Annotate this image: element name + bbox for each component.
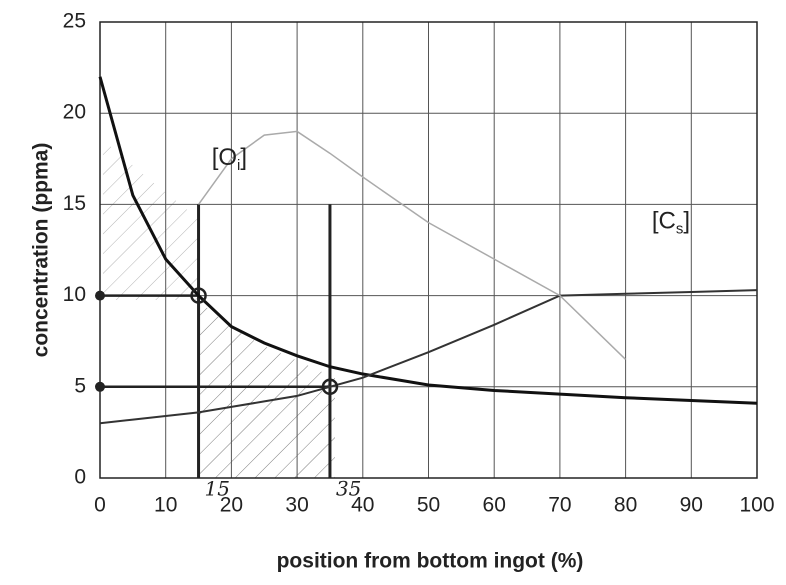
hand-label: 35 xyxy=(336,477,361,501)
y-tick-label: 10 xyxy=(63,283,86,306)
x-tick-label: 40 xyxy=(351,494,374,517)
x-tick-label: 0 xyxy=(94,494,106,517)
hand-label: 15 xyxy=(205,477,230,501)
series-line xyxy=(197,130,627,360)
y-tick-label: 20 xyxy=(63,101,86,124)
y-tick-label: 15 xyxy=(63,192,86,215)
annotation-text: [C xyxy=(652,208,676,235)
x-tick-label: 100 xyxy=(739,494,774,517)
annotation: [Cs] xyxy=(652,208,690,238)
annotation-subscript: i xyxy=(237,157,240,174)
y-tick-label: 25 xyxy=(63,10,86,33)
hatched-region xyxy=(200,302,335,478)
x-tick-label: 30 xyxy=(285,494,308,517)
annotation: [Oi] xyxy=(212,144,247,174)
marker xyxy=(95,290,105,301)
x-tick-label: 90 xyxy=(680,494,703,517)
y-tick-label: 5 xyxy=(74,374,86,397)
intersection xyxy=(190,287,207,304)
plot-frame xyxy=(99,21,758,479)
x-tick-label: 80 xyxy=(614,494,637,517)
intersection xyxy=(321,378,339,396)
x-axis-label: position from bottom ingot (%) xyxy=(277,550,584,573)
annotation-close: ] xyxy=(683,208,690,235)
annotation-subscript: s xyxy=(676,221,684,238)
hatched-region xyxy=(103,140,200,300)
x-tick-label: 50 xyxy=(417,494,440,517)
annotation-text: [O xyxy=(212,144,237,171)
y-tick-label: 0 xyxy=(74,466,86,489)
y-axis-label: concentration (ppma) xyxy=(30,143,53,358)
x-tick-label: 70 xyxy=(548,494,571,517)
x-tick-label: 60 xyxy=(483,494,506,517)
series-line xyxy=(98,76,758,405)
x-tick-label: 20 xyxy=(220,494,243,517)
annotation-close: ] xyxy=(240,144,247,171)
x-tick-label: 10 xyxy=(154,494,177,517)
series-line xyxy=(99,289,758,425)
marker xyxy=(95,381,105,392)
